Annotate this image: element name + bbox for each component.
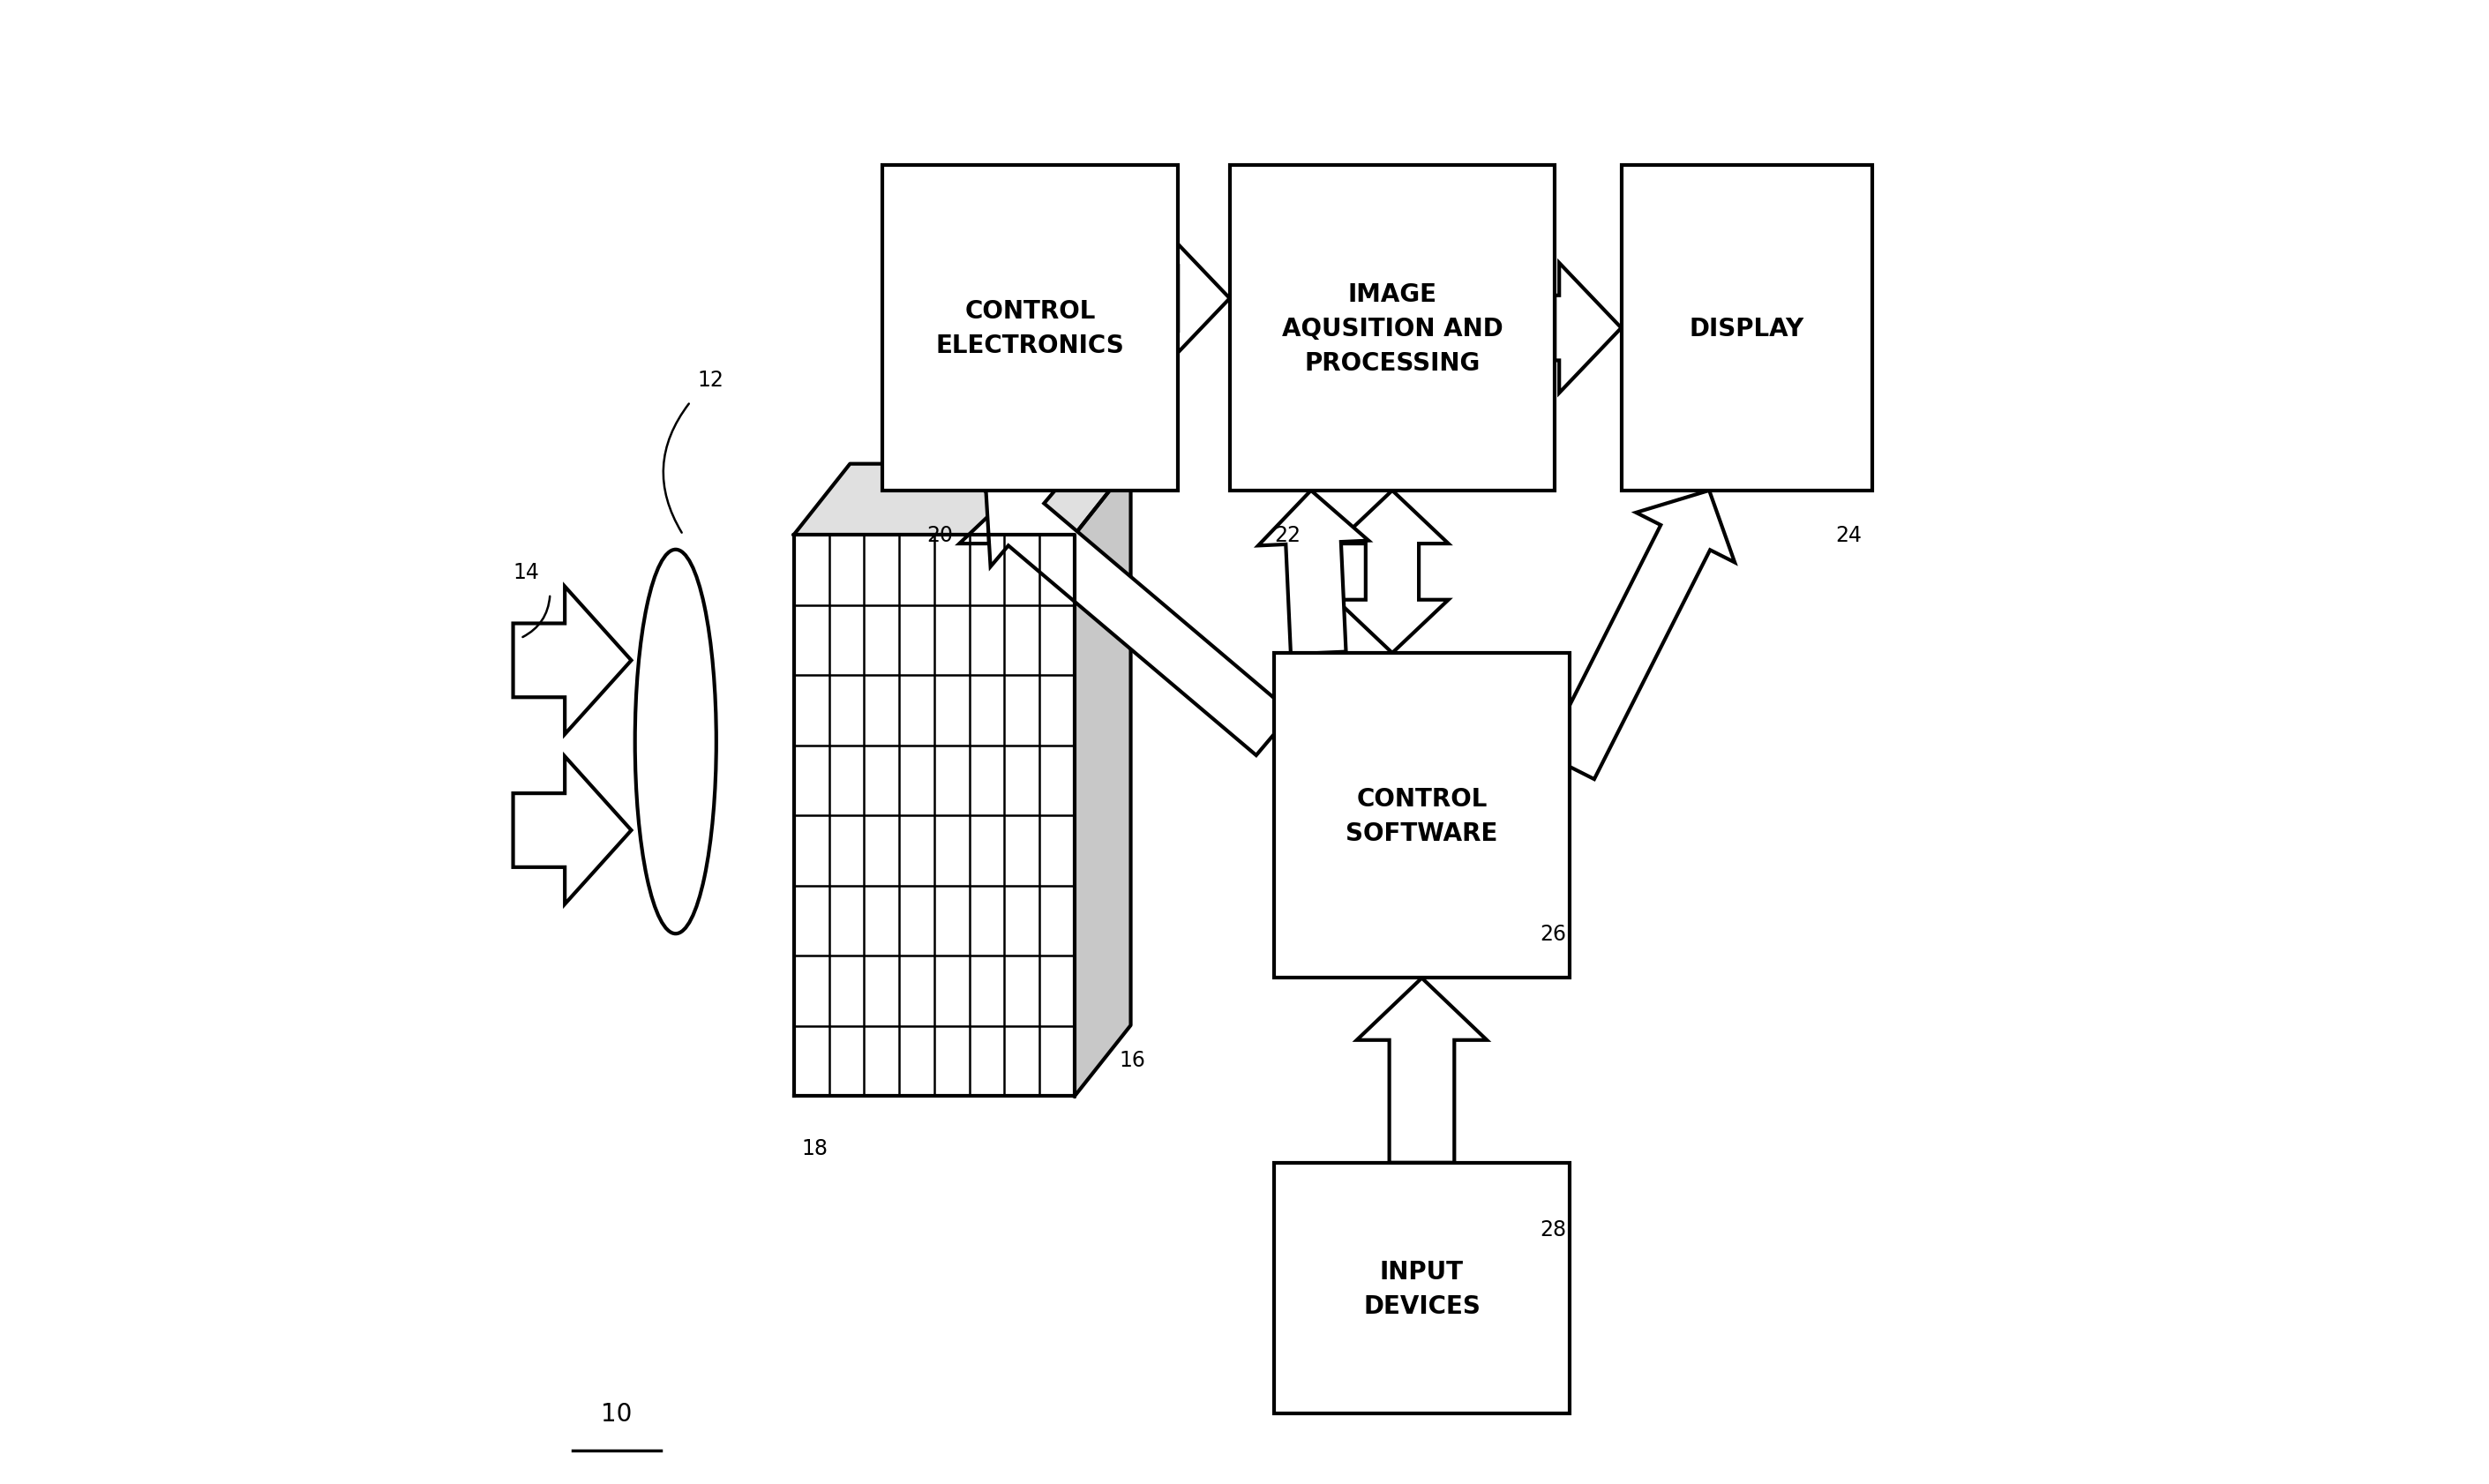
- Polygon shape: [1075, 464, 1130, 1097]
- Text: CONTROL
ELECTRONICS: CONTROL ELECTRONICS: [936, 298, 1125, 358]
- Polygon shape: [1257, 491, 1369, 654]
- FancyBboxPatch shape: [1620, 166, 1872, 491]
- Text: INPUT
DEVICES: INPUT DEVICES: [1364, 1258, 1481, 1318]
- Text: 20: 20: [926, 525, 953, 546]
- Polygon shape: [1337, 491, 1449, 653]
- Text: 16: 16: [1120, 1049, 1145, 1070]
- Polygon shape: [513, 757, 632, 904]
- Polygon shape: [958, 467, 1073, 545]
- Polygon shape: [1546, 491, 1735, 779]
- Text: CONTROL
SOFTWARE: CONTROL SOFTWARE: [1347, 787, 1498, 846]
- FancyBboxPatch shape: [884, 166, 1177, 491]
- Polygon shape: [1357, 978, 1486, 1163]
- Text: 26: 26: [1541, 923, 1566, 944]
- Polygon shape: [1167, 234, 1230, 364]
- Polygon shape: [794, 536, 1075, 1097]
- Text: 22: 22: [1274, 525, 1302, 546]
- FancyBboxPatch shape: [1274, 1163, 1571, 1414]
- Text: 24: 24: [1834, 525, 1862, 546]
- Text: 10: 10: [600, 1401, 632, 1426]
- Text: 12: 12: [697, 370, 724, 390]
- FancyBboxPatch shape: [1274, 653, 1571, 978]
- Polygon shape: [986, 482, 1292, 755]
- Text: IMAGE
AQUSITION AND
PROCESSING: IMAGE AQUSITION AND PROCESSING: [1282, 282, 1503, 375]
- FancyBboxPatch shape: [1230, 166, 1556, 491]
- Text: 28: 28: [1541, 1218, 1566, 1239]
- Text: DISPLAY: DISPLAY: [1690, 316, 1805, 341]
- Text: 18: 18: [801, 1138, 829, 1159]
- Text: 14: 14: [513, 561, 540, 583]
- Polygon shape: [1556, 264, 1620, 393]
- Polygon shape: [513, 588, 632, 735]
- Ellipse shape: [635, 551, 717, 933]
- Polygon shape: [794, 464, 1130, 536]
